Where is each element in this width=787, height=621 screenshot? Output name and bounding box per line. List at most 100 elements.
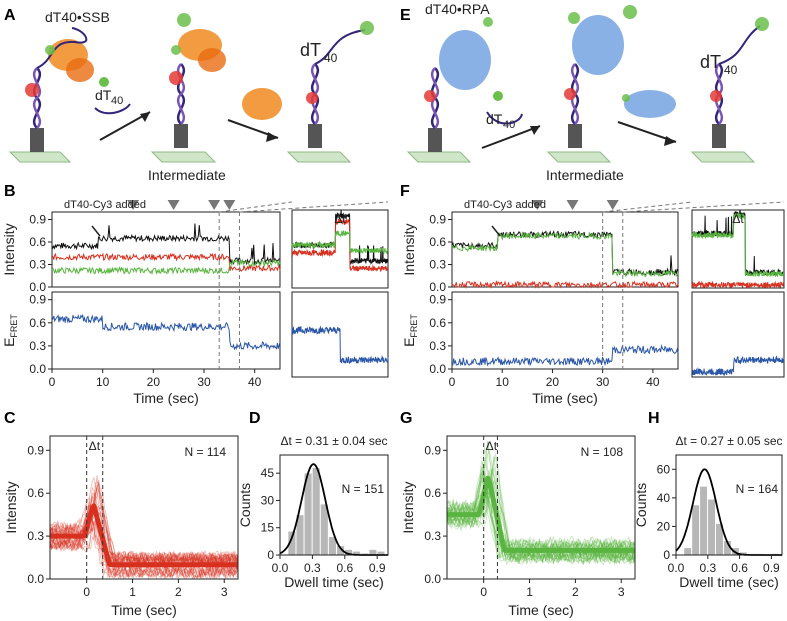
annotation-text: dT40-Cy3 added (464, 199, 546, 211)
plot-frame (49, 435, 239, 580)
y-tick-label: 0.9 (424, 443, 441, 457)
individual-trace (49, 492, 239, 580)
y-tick-label: 60 (657, 462, 671, 476)
anchor-icon (30, 128, 44, 152)
event-arrow-icon (566, 200, 579, 210)
y-tick-label: 45 (261, 466, 275, 480)
x-tick-label: 0 (49, 375, 56, 389)
x-tick-label: 0.0 (668, 561, 685, 575)
individual-trace (446, 449, 636, 553)
dt-label: Δt (334, 212, 346, 226)
arrow-icon-e1 (481, 125, 541, 149)
x-axis-label: Time (sec) (133, 390, 199, 406)
individual-trace (446, 469, 636, 552)
substrate-e3 (690, 17, 769, 163)
panel-b-fret-chart: 0.0 0.3 0.6 0.9 0 10 20 30 40 Time (sec) EFRET (1, 212, 281, 406)
y-axis-label: Counts (237, 483, 253, 527)
zoom-connector (239, 201, 389, 213)
y-tick-label: 0.9 (29, 213, 46, 227)
zoom-frame (291, 209, 389, 289)
individual-trace (446, 488, 636, 566)
y-tick-label: 0.3 (27, 529, 44, 543)
individual-trace (446, 441, 636, 564)
y-tick-label: 0 (267, 548, 274, 562)
schematic-a: dT40•SSB dT 40 Intermediate (8, 9, 374, 183)
panel-label-d: D (249, 410, 261, 427)
series-line-donor (291, 230, 389, 255)
panel-b-zoom-chart: Δt (291, 209, 389, 378)
series-line-acceptor (51, 252, 281, 272)
x-tick-label: 10 (96, 375, 110, 389)
y-axis-label: Intensity (401, 223, 417, 275)
zoom-connector (219, 201, 293, 213)
rpa-label: dT40•RPA (425, 1, 490, 17)
panel-f-intensity-chart: 0.0 0.3 0.6 0.9 Intensity dT40-Cy3 added (401, 199, 785, 294)
substrate-a3 (286, 21, 374, 163)
y-tick-label: 0.9 (429, 293, 446, 307)
histogram-bar (707, 499, 716, 556)
series-line-E_FRET (291, 325, 389, 365)
annotation-arrow-icon (491, 225, 501, 237)
zoom-connector (602, 201, 693, 213)
x-tick-label: 30 (596, 375, 610, 389)
series-line-E_FRET (451, 343, 679, 367)
series-line-E_FRET (51, 313, 281, 351)
zoom-frame (291, 291, 389, 378)
y-tick-label: 0.6 (429, 316, 446, 330)
panel-d-histogram: Δt = 0.31 ± 0.04 sec N = 151 0 15 30 45 0.0 0.3… (237, 434, 389, 590)
histogram-bar (683, 547, 692, 556)
individual-trace (49, 480, 239, 564)
annotation-text: dT40-Cy3 added (64, 199, 146, 211)
series-line-donor (51, 258, 281, 276)
panel-b-intensity-chart: 0.0 0.3 0.6 0.9 Intensity dT40-Cy3 added (1, 199, 389, 294)
x-tick-label: 0.6 (731, 561, 748, 575)
individual-trace (49, 475, 239, 578)
individual-trace (446, 441, 636, 566)
dt40-label-e1: dT (486, 111, 503, 127)
series-line-total (451, 230, 679, 277)
y-tick-label: 0.3 (429, 258, 446, 272)
x-axis-label: Dwell time (sec) (284, 574, 384, 590)
x-tick-label: 1 (129, 585, 136, 599)
dt-label: Δt (486, 439, 498, 453)
plot-frame (675, 454, 783, 556)
series-line-donor (451, 231, 679, 278)
y-axis-label: Counts (633, 483, 649, 527)
x-tick-label: 20 (546, 375, 560, 389)
dt40-label-a1: dT (95, 87, 112, 103)
y-tick-label: 0.9 (429, 213, 446, 227)
mean-trace (49, 503, 239, 568)
histogram-bar (691, 504, 700, 556)
zoom-frame (691, 291, 785, 378)
y-tick-label: 0.0 (429, 280, 446, 294)
y-tick-label: 0.3 (424, 529, 441, 543)
rpa-released-icon (624, 90, 676, 118)
y-tick-label: 0 (663, 548, 670, 562)
panel-label-b: B (4, 183, 16, 200)
histogram-bar (312, 467, 321, 556)
n-count-label: N = 108 (581, 445, 624, 459)
substrate-e1 (406, 17, 493, 163)
individual-trace (49, 508, 239, 565)
x-tick-label: 0 (480, 585, 487, 599)
event-arrow-icon (127, 200, 140, 210)
individual-trace (49, 516, 239, 567)
y-tick-label: 0.0 (27, 572, 44, 586)
ssb-label: dT40•SSB (45, 9, 110, 25)
y-tick-label: 30 (261, 493, 275, 507)
ssb-released-icon (242, 88, 282, 120)
x-axis-label: Time (sec) (532, 390, 598, 406)
event-arrow-icon (606, 200, 619, 210)
y-axis-label: EFRET (1, 314, 19, 347)
plot-frame (279, 454, 389, 556)
y-tick-label: 0.0 (29, 280, 46, 294)
dt-label: Δt (732, 212, 744, 226)
panel-h-histogram: Δt = 0.27 ± 0.05 sec N = 164 0 20 40 60 0.0 0.3… (633, 434, 783, 590)
plot-frame (51, 291, 281, 370)
zoom-frame (691, 209, 785, 289)
plot-frame (451, 291, 679, 370)
panel-f-zoom-chart: Δt (691, 209, 785, 378)
y-tick-label: 20 (657, 519, 671, 533)
